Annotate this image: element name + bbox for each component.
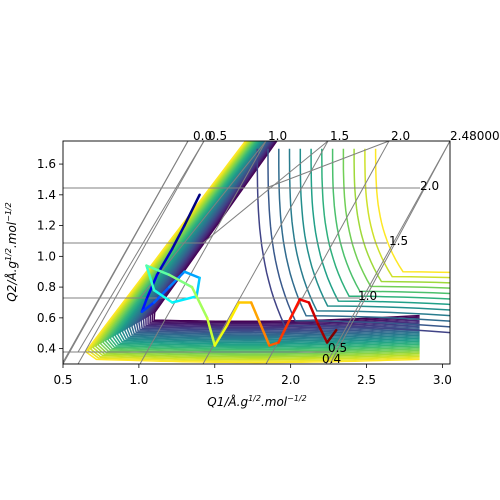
skew-top-label: 0.5 (208, 129, 227, 143)
contour-level (135, 141, 420, 334)
trajectory-segment (195, 276, 201, 298)
contour-level (94, 141, 420, 358)
svg-text:Q2/Å.g1/2.mol−1/2: Q2/Å.g1/2.mol−1/2 (4, 202, 19, 301)
skew-grid (63, 141, 450, 364)
skew-grid-line (77, 141, 205, 364)
y-axis-label: Q2/Å.g1/2.mol−1/2 (4, 202, 19, 301)
x-tick-label: 2.5 (357, 373, 376, 387)
trajectory-segment (307, 301, 320, 326)
skew-grid-line (202, 141, 329, 364)
skew-right-label: 2.0 (420, 179, 439, 193)
contour-level (256, 148, 450, 334)
trajectory-segment (183, 193, 201, 227)
contour-level (145, 141, 420, 328)
contour-level (321, 148, 450, 300)
trajectory-segment (249, 301, 262, 326)
trajectory-segment (205, 316, 217, 347)
contour-level (114, 141, 420, 347)
contour-level (374, 148, 450, 274)
trajectory-segment (167, 273, 194, 289)
contour-level (92, 141, 420, 359)
trajectory-segment (171, 295, 198, 304)
trajectory (140, 193, 338, 347)
contour-level (353, 148, 450, 284)
contour-level (267, 148, 450, 328)
x-tick-label: 2.0 (281, 373, 300, 387)
trajectory-segment (316, 322, 329, 344)
contour-level (109, 141, 420, 349)
x-axis-ticks: 0.5 1.0 1.5 2.0 2.5 3.0 (53, 364, 452, 387)
trajectory-segment (225, 301, 241, 327)
skew-grid-line (63, 141, 189, 364)
plot-area (63, 141, 450, 364)
y-tick-label: 1.4 (37, 188, 56, 202)
skew-right-label: 1.0 (358, 289, 377, 303)
svg-text:Q1/Å.g1/2.mol−1/2: Q1/Å.g1/2.mol−1/2 (207, 394, 306, 409)
skew-grid-line (202, 141, 329, 244)
skew-grid-line (139, 141, 267, 364)
skew-grid-line (265, 141, 390, 189)
trajectory-segment (190, 285, 209, 320)
y-tick-label: 1.0 (37, 249, 56, 263)
skew-grid-line (325, 141, 450, 364)
trajectory-segment (152, 288, 174, 304)
x-tick-label: 3.0 (433, 373, 452, 387)
trajectory-segment (259, 322, 271, 347)
contour-level (331, 148, 450, 295)
skew-top-label: 2.0 (391, 129, 410, 143)
y-axis-ticks: 0.4 0.6 0.8 1.0 1.2 1.4 1.6 (37, 157, 63, 356)
trajectory-segment (289, 298, 302, 320)
contour-level (364, 148, 450, 279)
trajectory-segment (277, 316, 292, 344)
contour-level (87, 141, 420, 362)
x-tick-label: 0.5 (53, 373, 72, 387)
x-tick-label: 1.0 (129, 373, 148, 387)
trajectory-segment (145, 264, 156, 292)
contour-level (106, 141, 420, 351)
trajectory-segment (268, 341, 280, 347)
trajectory-segment (145, 273, 159, 301)
x-tick-label: 1.5 (205, 373, 224, 387)
contour-level (149, 141, 420, 325)
y-tick-label: 1.6 (37, 157, 56, 171)
trajectory-segment (325, 328, 338, 344)
contour-level (104, 141, 420, 352)
skew-top-label: 1.5 (330, 129, 349, 143)
contour-level (116, 141, 420, 345)
trajectory-segment (171, 224, 186, 250)
y-tick-label: 0.8 (37, 280, 56, 294)
contour-level (89, 141, 420, 361)
contour-level (111, 141, 420, 348)
contour-level (140, 141, 420, 331)
contour-level (138, 141, 420, 332)
contour-level (96, 141, 420, 357)
skew-right-label: 0.5 (328, 341, 347, 355)
trajectory-segment (213, 324, 229, 347)
y-tick-label: 0.6 (37, 311, 56, 325)
contour-level (278, 148, 450, 322)
contour-level (84, 141, 420, 364)
contour-level (342, 148, 450, 289)
skew-top-label: 1.0 (268, 129, 287, 143)
trajectory-segment (183, 270, 201, 280)
skew-right-label: 1.5 (389, 234, 408, 248)
contour-level (310, 148, 450, 306)
x-axis-label: Q1/Å.g1/2.mol−1/2 (207, 394, 306, 409)
skew-axis-labels: 0.00.51.01.52.02.4800000.40.51.01.52.0 (193, 129, 500, 366)
skew-grid-line (77, 141, 205, 353)
trajectory-segment (145, 264, 171, 277)
y-tick-label: 0.4 (37, 342, 56, 356)
skew-top-label: 0.0 (193, 129, 212, 143)
trajectory-segment (140, 301, 156, 313)
skew-right-label: 0.4 (322, 352, 341, 366)
axes-frame (62, 140, 451, 365)
skew-grid-line (329, 141, 450, 364)
y-tick-label: 1.2 (37, 219, 56, 233)
trajectory-segment (298, 298, 311, 304)
contour-level (288, 148, 450, 317)
